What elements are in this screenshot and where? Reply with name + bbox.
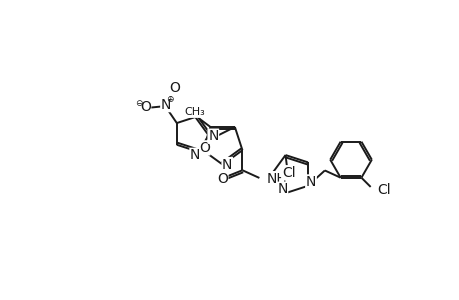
Text: N: N <box>161 98 171 112</box>
Text: Cl: Cl <box>281 166 295 180</box>
Text: O: O <box>199 141 209 155</box>
Text: Cl: Cl <box>376 183 390 197</box>
Text: CH₃: CH₃ <box>184 107 205 117</box>
Text: O: O <box>217 172 227 187</box>
Text: N: N <box>305 175 315 189</box>
Text: O: O <box>169 81 179 95</box>
Text: N: N <box>277 182 287 196</box>
Text: N: N <box>222 158 232 172</box>
Text: ⊖: ⊖ <box>135 98 142 107</box>
Text: ⊕: ⊕ <box>166 95 173 104</box>
Text: O: O <box>140 100 151 114</box>
Text: N: N <box>190 148 200 162</box>
Text: NH: NH <box>266 172 286 186</box>
Text: N: N <box>207 129 218 143</box>
